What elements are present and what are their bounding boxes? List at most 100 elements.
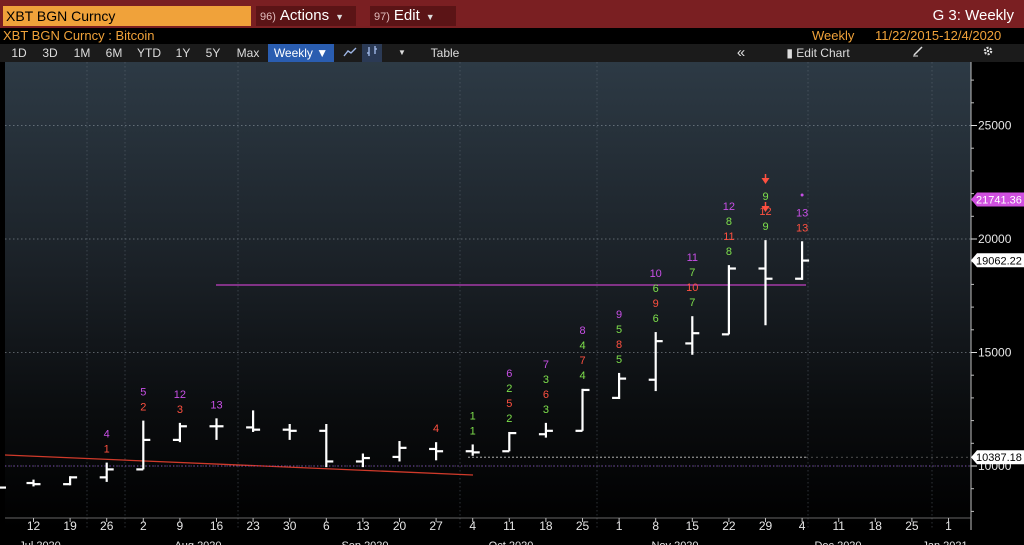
count-label: 7 — [543, 359, 549, 371]
count-label: 4 — [433, 423, 439, 435]
x-tick-label: 4 — [799, 519, 806, 533]
range-max-button[interactable]: Max — [236, 46, 260, 60]
high-price-tag-text: 21741.36 — [976, 194, 1022, 206]
x-tick-label: 1 — [616, 519, 623, 533]
y-tick-label: 15000 — [978, 346, 1012, 360]
count-label: 5 — [140, 387, 146, 399]
x-month-label: Oct 2020 — [489, 540, 534, 545]
price-tags: 21741.36 19062.22 10387.18 — [971, 192, 1024, 465]
ohlc-bar — [758, 240, 773, 326]
support-price-tag-text: 10387.18 — [976, 452, 1022, 464]
range-1y-button[interactable]: 1Y — [175, 46, 191, 60]
range-1m-button[interactable]: 1M — [73, 46, 91, 60]
bar-chart-icon[interactable] — [362, 44, 382, 62]
line-chart-icon[interactable] — [340, 44, 360, 62]
chart-type-dropdown[interactable]: ▼ — [398, 48, 406, 57]
period-select[interactable]: Weekly ▼ — [268, 44, 334, 62]
edit-chart-button[interactable]: ▮ Edit Chart — [768, 44, 868, 62]
support-price-tag: 10387.18 — [971, 450, 1024, 465]
gear-icon[interactable] — [978, 44, 998, 62]
edit-chart-label: Edit Chart — [796, 46, 850, 60]
range-ytd-button[interactable]: YTD — [137, 46, 161, 60]
edit-chart-icon: ▮ — [786, 46, 793, 60]
ohlc-bar — [319, 424, 334, 468]
count-label: 2 — [140, 402, 146, 414]
ohlc-bar — [575, 388, 590, 432]
x-tick-label: 2 — [140, 519, 147, 533]
signal-arrow-icon — [761, 206, 770, 212]
ohlc-bar — [355, 453, 370, 468]
actions-shortcut: 96) — [260, 11, 276, 23]
x-tick-label: 27 — [429, 519, 443, 533]
high-price-tag: 21741.36 — [971, 192, 1024, 207]
x-tick-label: 29 — [759, 519, 773, 533]
x-month-label: Jan 2021 — [922, 540, 967, 545]
range-5y-button[interactable]: 5Y — [205, 46, 221, 60]
graph-title: G 3: Weekly — [932, 7, 1014, 24]
count-label: 5 — [616, 354, 622, 366]
count-label: 5 — [506, 398, 512, 410]
y-tick-label: 20000 — [978, 232, 1012, 246]
x-tick-label: 19 — [63, 519, 77, 533]
actions-label: Actions — [279, 7, 330, 24]
last-price-tag-bg — [971, 253, 1024, 268]
count-label: 12 — [759, 206, 771, 218]
ohlc-bar — [429, 442, 444, 461]
count-label: 7 — [689, 297, 695, 309]
x-tick-label: 4 — [469, 519, 476, 533]
count-label: 9 — [653, 298, 659, 310]
ticker-input[interactable]: XBT BGN Curncy — [3, 6, 251, 26]
subtitle-row: XBT BGN Curncy : Bitcoin Weekly 11/22/20… — [0, 28, 1024, 44]
range-1d-button[interactable]: 1D — [11, 46, 27, 60]
count-label: 8 — [616, 339, 622, 351]
ohlc-bar — [502, 431, 517, 453]
ohlc-bar — [136, 420, 151, 471]
chevron-down-icon: ▼ — [316, 46, 329, 60]
x-tick-label: 18 — [869, 519, 883, 533]
actions-menu-button[interactable]: 96) Actions ▼ — [256, 6, 356, 26]
ohlc-bar — [721, 265, 736, 336]
x-tick-label: 26 — [100, 519, 114, 533]
collapse-icon[interactable]: « — [736, 44, 746, 61]
ohlc-bar — [63, 476, 78, 486]
title-bar: XBT BGN Curncy 96) Actions ▼ 97) Edit ▼ G 3:… — [0, 0, 1024, 28]
count-label: 2 — [506, 413, 512, 425]
ohlc-bar — [209, 418, 224, 440]
count-label: 8 — [726, 246, 732, 258]
ohlc-bar — [26, 479, 41, 487]
count-label: 3 — [543, 404, 549, 416]
x-tick-label: 11 — [503, 519, 516, 533]
range-6m-button[interactable]: 6M — [105, 46, 123, 60]
count-label: 11 — [723, 231, 734, 243]
count-label: 4 — [579, 370, 585, 382]
ohlc-bar — [648, 332, 663, 392]
ohlc-bar — [172, 422, 187, 443]
last-price-tag: 19062.22 — [971, 253, 1024, 268]
x-tick-label: 20 — [393, 519, 407, 533]
y-tick-label: 25000 — [978, 119, 1012, 133]
x-tick-label: 22 — [722, 519, 736, 533]
x-tick-label: 8 — [652, 519, 659, 533]
x-tick-label: 9 — [177, 519, 184, 533]
chart-toolbar: 1D 3D 1M 6M YTD 1Y 5Y Max Weekly ▼ ▼ Tab… — [0, 44, 1024, 62]
date-range[interactable]: 11/22/2015-12/4/2020 — [875, 28, 1002, 43]
x-month-label: Aug 2020 — [174, 540, 221, 545]
x-tick-label: 13 — [356, 519, 370, 533]
edit-menu-button[interactable]: 97) Edit ▼ — [370, 6, 456, 26]
edit-label: Edit — [393, 7, 420, 24]
x-tick-label: 11 — [832, 519, 845, 533]
signal-arrow-icon — [761, 178, 770, 184]
table-button[interactable]: Table — [430, 46, 460, 60]
trend-lines — [4, 284, 971, 476]
ohlc-bar — [538, 422, 553, 438]
range-3d-button[interactable]: 3D — [42, 46, 58, 60]
x-axis: 12 19 26 2 9 16 23 30 6 13 20 27 4 11 18 25 1 8 15 22 29 4 11 1… — [5, 517, 971, 545]
count-label: 12 — [174, 389, 186, 401]
ohlc-bar — [392, 441, 407, 462]
count-label: 6 — [543, 389, 549, 401]
draw-icon[interactable] — [908, 44, 928, 62]
x-month-label: Nov 2020 — [651, 540, 698, 545]
x-tick-label: 18 — [539, 519, 553, 533]
